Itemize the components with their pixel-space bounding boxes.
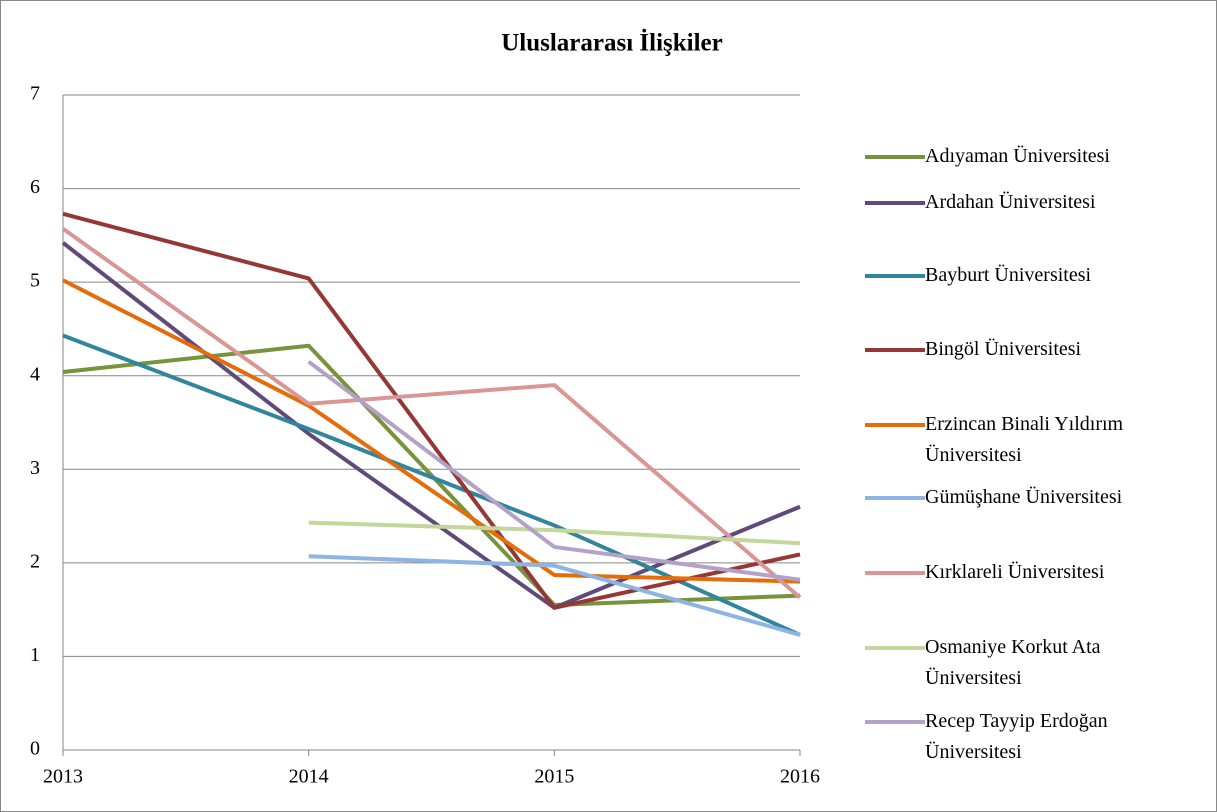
legend-label: Ardahan Üniversitesi — [925, 191, 1096, 213]
y-tick-label: 2 — [30, 550, 40, 572]
legend-label: Osmaniye Korkut Ata Üniversitesi — [925, 636, 1101, 689]
x-tick-label: 2013 — [43, 766, 83, 788]
y-tick-label: 6 — [30, 176, 40, 198]
legend-label: Kırklareli Üniversitesi — [925, 561, 1105, 583]
y-tick-label: 1 — [30, 644, 40, 666]
series-line — [308, 554, 801, 637]
legend-label: Bayburt Üniversitesi — [925, 264, 1092, 286]
y-tick-label: 5 — [30, 270, 40, 292]
legend-label: Gümüşhane Üniversitesi — [925, 486, 1123, 508]
y-tick-label: 4 — [30, 363, 40, 385]
series-line — [307, 360, 801, 582]
series-line — [308, 520, 801, 546]
y-tick-label: 0 — [30, 738, 40, 760]
x-tick-label: 2016 — [780, 766, 820, 788]
legend-label: Recep Tayyip Erdoğan Üniversitesi — [925, 710, 1108, 763]
series-line — [62, 211, 801, 610]
series-line — [61, 241, 801, 610]
x-tick-label: 2014 — [289, 766, 329, 788]
legend-label: Erzincan Binali Yıldırım Üniversitesi — [925, 413, 1124, 466]
y-tick-label: 3 — [30, 457, 40, 479]
y-tick-label: 7 — [30, 83, 40, 105]
x-tick-label: 2015 — [534, 766, 574, 788]
series-line — [61, 227, 802, 599]
legend-label: Adıyaman Üniversitesi — [925, 145, 1110, 167]
legend-label: Bingöl Üniversitesi — [925, 338, 1082, 360]
chart-title: Uluslararası İlişkiler — [501, 29, 723, 57]
series-line — [62, 278, 801, 584]
